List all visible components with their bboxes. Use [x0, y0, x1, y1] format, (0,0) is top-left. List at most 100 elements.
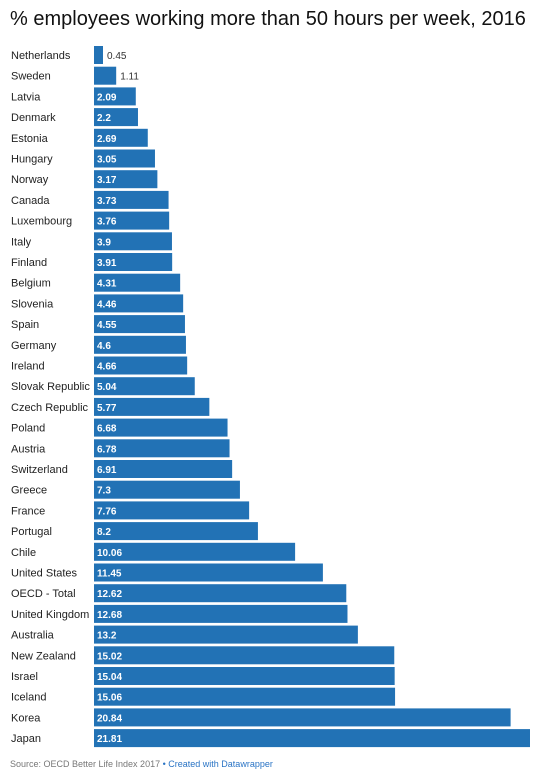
value-label-czech-republic: 5.77: [97, 403, 117, 414]
footer-separator: •: [162, 759, 166, 769]
value-label-japan: 21.81: [97, 734, 122, 745]
bar-chile: [94, 542, 296, 561]
bar-canada: [94, 190, 169, 209]
bar-united-states: [94, 563, 323, 582]
category-label-netherlands: Netherlands: [11, 50, 71, 62]
value-label-sweden: 1.11: [120, 72, 139, 83]
bar-sweden: [94, 66, 117, 85]
bar-greece: [94, 480, 240, 499]
value-label-ireland: 4.66: [97, 362, 117, 373]
category-label-belgium: Belgium: [11, 278, 51, 290]
bar-chart: Netherlands 0.45 Sweden 1.11 Latvia 2.09 Denma…: [11, 46, 530, 748]
bar-austria: [94, 439, 230, 458]
category-label-hungary: Hungary: [11, 154, 53, 166]
value-label-luxembourg: 3.76: [97, 217, 117, 228]
value-label-korea: 20.84: [97, 713, 122, 724]
bar-estonia: [94, 128, 148, 147]
bar-korea: [94, 708, 511, 727]
bar-czech-republic: [94, 397, 210, 416]
category-label-germany: Germany: [11, 340, 57, 352]
value-label-netherlands: 0.45: [107, 51, 127, 62]
value-label-hungary: 3.05: [97, 155, 117, 166]
bar-belgium: [94, 273, 181, 292]
bar-hungary: [94, 149, 155, 168]
value-label-australia: 13.2: [97, 631, 117, 642]
category-label-japan: Japan: [11, 733, 41, 745]
category-label-luxembourg: Luxembourg: [11, 216, 72, 228]
category-label-greece: Greece: [11, 485, 47, 497]
category-label-slovak-republic: Slovak Republic: [11, 381, 90, 393]
value-label-poland: 6.68: [97, 424, 117, 435]
value-label-estonia: 2.69: [97, 134, 117, 145]
value-label-latvia: 2.09: [97, 92, 117, 103]
category-label-sweden: Sweden: [11, 71, 51, 83]
bar-italy: [94, 232, 172, 251]
value-label-austria: 6.78: [97, 444, 117, 455]
bar-iceland: [94, 687, 396, 706]
bar-israel: [94, 667, 395, 685]
category-label-france: France: [11, 505, 45, 517]
bar-poland: [94, 418, 228, 437]
category-label-united-states: United States: [11, 568, 78, 580]
category-label-poland: Poland: [11, 423, 45, 435]
bar-switzerland: [94, 460, 233, 478]
value-label-switzerland: 6.91: [97, 465, 117, 476]
category-label-korea: Korea: [11, 712, 41, 724]
category-label-iceland: Iceland: [11, 692, 46, 704]
category-label-chile: Chile: [11, 547, 36, 559]
bar-australia: [94, 625, 358, 644]
category-label-finland: Finland: [11, 257, 47, 269]
value-label-oecd-total: 12.62: [97, 589, 122, 600]
bar-slovak-republic: [94, 377, 195, 396]
bar-norway: [94, 170, 158, 189]
category-label-italy: Italy: [11, 236, 32, 248]
chart-title: % employees working more than 50 hours p…: [10, 8, 526, 30]
value-label-norway: 3.17: [97, 175, 117, 186]
bar-latvia: [94, 87, 136, 106]
value-label-israel: 15.04: [97, 672, 122, 683]
datawrapper-credit-link[interactable]: Created with Datawrapper: [168, 759, 273, 769]
category-label-portugal: Portugal: [11, 526, 52, 538]
bar-france: [94, 501, 250, 520]
category-label-estonia: Estonia: [11, 133, 49, 145]
chart-footer: Source: OECD Better Life Index 2017 • Cr…: [10, 759, 273, 769]
bar-netherlands: [94, 46, 103, 64]
bar-japan: [94, 729, 530, 748]
value-label-canada: 3.73: [97, 196, 117, 207]
bar-denmark: [94, 108, 138, 127]
category-label-slovenia: Slovenia: [11, 298, 54, 310]
value-label-slovak-republic: 5.04: [97, 382, 117, 393]
bar-oecd-total: [94, 584, 347, 603]
value-label-denmark: 2.2: [97, 113, 111, 124]
value-label-spain: 4.55: [97, 320, 117, 331]
category-label-norway: Norway: [11, 174, 49, 186]
category-label-australia: Australia: [11, 630, 55, 642]
value-label-slovenia: 4.46: [97, 299, 117, 310]
value-label-chile: 10.06: [97, 548, 122, 559]
bar-finland: [94, 253, 173, 271]
value-label-belgium: 4.31: [97, 279, 117, 290]
bar-portugal: [94, 522, 258, 541]
bar-ireland: [94, 356, 188, 375]
category-label-israel: Israel: [11, 671, 38, 683]
bar-slovenia: [94, 294, 184, 313]
bar-new-zealand: [94, 646, 395, 665]
value-label-greece: 7.3: [97, 486, 111, 497]
value-label-united-states: 11.45: [97, 569, 122, 580]
category-label-czech-republic: Czech Republic: [11, 402, 89, 414]
category-label-denmark: Denmark: [11, 112, 56, 124]
value-label-united-kingdom: 12.68: [97, 610, 122, 621]
category-label-austria: Austria: [11, 443, 46, 455]
value-label-germany: 4.6: [97, 341, 111, 352]
value-label-finland: 3.91: [97, 258, 117, 269]
value-label-france: 7.76: [97, 506, 117, 517]
bar-united-kingdom: [94, 604, 348, 623]
bar-luxembourg: [94, 211, 170, 230]
category-label-switzerland: Switzerland: [11, 464, 68, 476]
bar-spain: [94, 315, 185, 334]
source-note: Source: OECD Better Life Index 2017: [10, 759, 161, 769]
value-label-italy: 3.9: [97, 237, 111, 248]
value-label-iceland: 15.06: [97, 693, 122, 704]
category-label-canada: Canada: [11, 195, 50, 207]
value-label-new-zealand: 15.02: [97, 651, 122, 662]
